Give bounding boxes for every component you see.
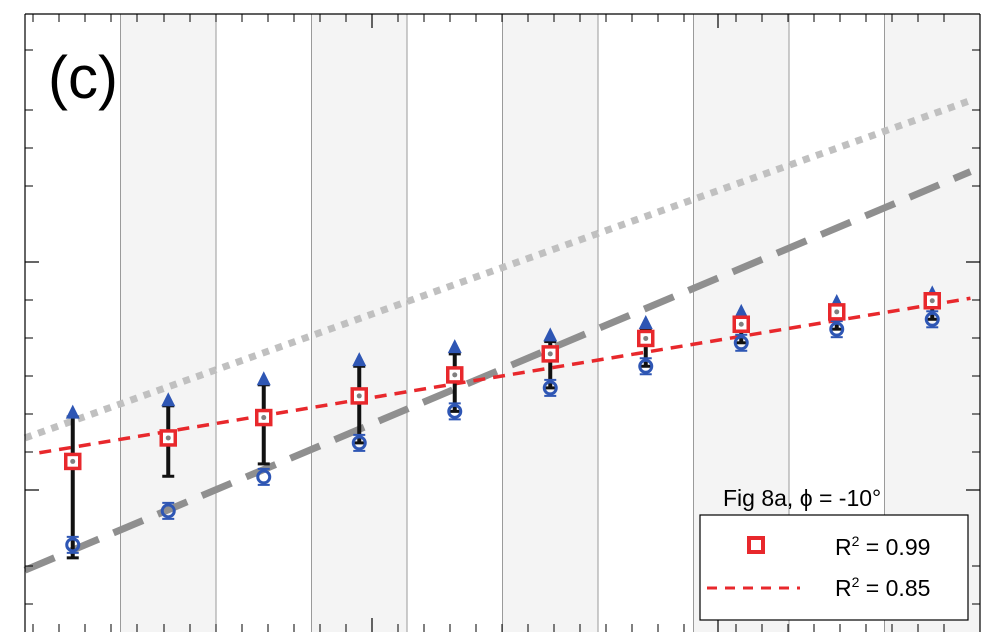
data-markers: [64, 285, 941, 554]
square-marker-center: [643, 335, 649, 341]
legend-title: Fig 8a, ϕ = -10°: [723, 485, 881, 511]
square-marker-center: [165, 435, 171, 441]
square-marker-center: [356, 393, 362, 399]
fit-line-red-dashed: [39, 296, 971, 455]
circle-marker: [256, 469, 272, 485]
circle-marker: [447, 403, 463, 419]
reference-line-gray-dashed: [23, 168, 972, 574]
square-marker-center: [929, 298, 935, 304]
circle-marker: [542, 380, 558, 396]
square-marker-center: [452, 372, 458, 378]
triangle-marker: [352, 352, 367, 367]
triangle-marker: [65, 404, 80, 419]
background-band: [311, 14, 407, 632]
circle-marker: [638, 358, 654, 374]
legend-label-1: R2 = 0.99: [835, 533, 930, 560]
background-band: [502, 14, 598, 632]
circle-marker: [351, 435, 367, 451]
background-band: [120, 14, 216, 632]
circle-marker: [65, 537, 81, 553]
legend-box: [699, 514, 969, 621]
circle-marker: [733, 335, 749, 351]
circle-marker: [829, 321, 845, 337]
square-marker-center: [547, 351, 553, 357]
panel-label: (c): [48, 44, 118, 111]
circle-marker: [924, 311, 940, 327]
circle-marker: [160, 503, 176, 519]
square-marker-center: [261, 415, 267, 421]
triangle-marker: [543, 327, 558, 342]
triangle-marker: [638, 315, 653, 329]
legend-square-marker: [747, 536, 765, 554]
triangle-marker: [734, 303, 749, 318]
triangle-marker: [256, 371, 271, 386]
triangle-marker: [447, 339, 462, 354]
triangle-marker: [161, 392, 176, 407]
square-marker-center: [738, 321, 744, 327]
square-marker-center: [70, 458, 76, 464]
square-marker-center: [834, 309, 840, 315]
reference-lines: [23, 97, 972, 574]
legend: Fig 8a, ϕ = -10° R2 = 0.99 R2 = 0.85: [699, 485, 969, 621]
legend-label-2: R2 = 0.85: [835, 574, 930, 601]
